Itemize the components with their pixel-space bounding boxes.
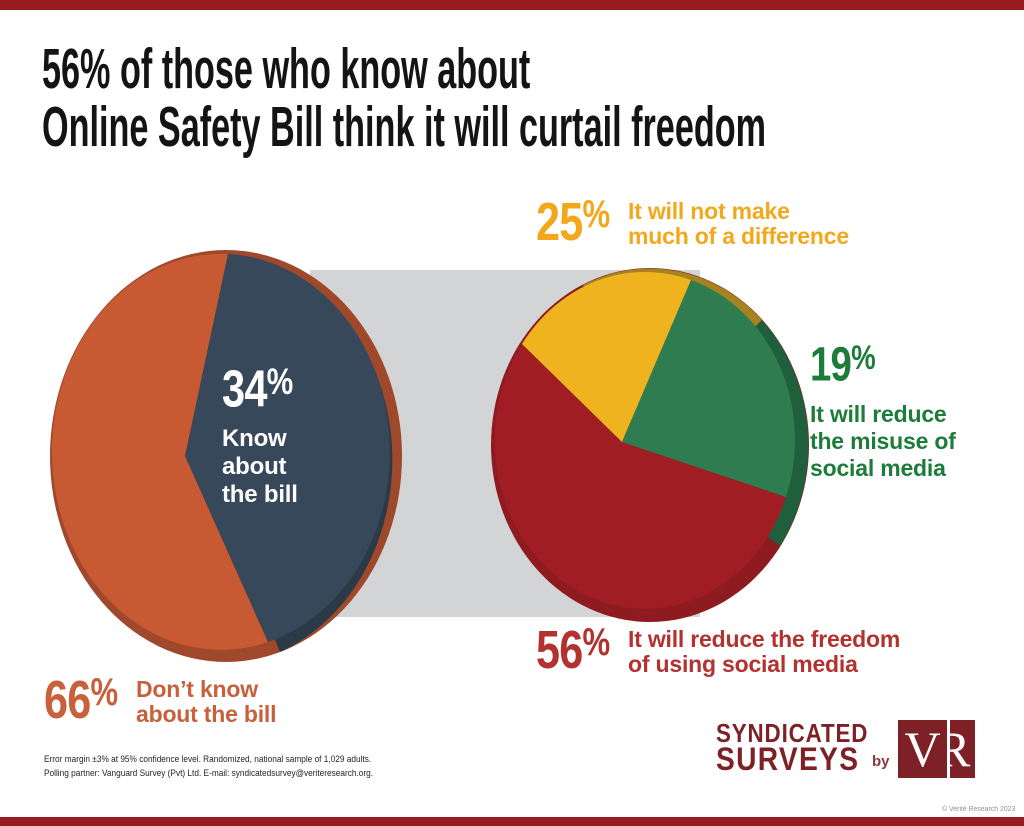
label-no-difference: 25% It will not make much of a differenc… <box>536 194 849 251</box>
syndicated-surveys-logo: SYNDICATED SURVEYS <box>716 718 893 777</box>
label-reduce-freedom-text: It will reduce the freedom of using soci… <box>628 626 901 677</box>
title-line2: Online Safety Bill think it will curtail… <box>42 95 767 159</box>
logo-syndicated: SYNDICATED <box>716 718 869 748</box>
label-reduce-misuse-text: It will reduce the misuse of social medi… <box>810 400 956 481</box>
left-pie-slice-dont-know <box>51 253 268 650</box>
pct-reduce-misuse: 19% <box>810 338 876 392</box>
pct-know: 34% <box>222 360 294 419</box>
right-pie-slice-reduce-misuse <box>622 280 795 497</box>
label-reduce-misuse: 19% It will reduce the misuse of social … <box>810 340 956 482</box>
top-accent-bar <box>0 0 1024 10</box>
note-line2: Polling partner: Vanguard Survey (Pvt) L… <box>44 768 374 778</box>
bottom-accent-bar <box>0 817 1024 826</box>
right-pie-slice-no-difference <box>522 271 691 442</box>
right-pie-slice-reduce-freedom <box>494 344 786 609</box>
label-no-difference-text: It will not make much of a difference <box>628 198 849 249</box>
left-pie-slice-know <box>185 254 390 642</box>
label-dont-know: 66% Don’t know about the bill <box>44 670 277 730</box>
copyright-note: © Verité Research 2023 <box>942 804 1016 813</box>
logo-letter-v: V <box>904 721 941 777</box>
label-know-text: Know about the bill <box>222 424 298 508</box>
note-line1: Error margin ±3% at 95% confidence level… <box>44 754 372 764</box>
methodology-notes: Error margin ±3% at 95% confidence level… <box>44 752 373 780</box>
page-title: 56% of those who know about Online Safet… <box>42 40 766 156</box>
title-line1: 56% of those who know about <box>42 37 531 101</box>
label-reduce-freedom: 56% It will reduce the freedom of using … <box>536 622 900 679</box>
pct-reduce-freedom: 56% <box>536 620 611 680</box>
logo-surveys: SURVEYS <box>716 741 860 777</box>
verite-research-logo: V R <box>898 720 975 778</box>
label-dont-know-text: Don’t know about the bill <box>136 676 277 727</box>
pct-no-difference: 25% <box>536 192 611 252</box>
label-know-about-bill: 34% Know about the bill <box>222 360 311 509</box>
logo-letter-r: R <box>950 721 971 777</box>
logo-by: by <box>872 753 890 770</box>
pct-dont-know: 66% <box>44 670 119 730</box>
